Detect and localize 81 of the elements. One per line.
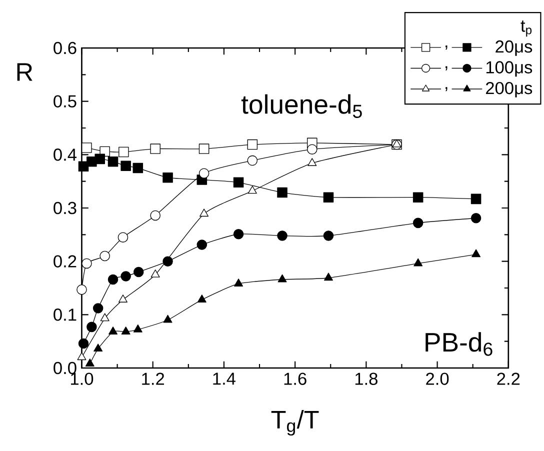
point xyxy=(308,158,317,166)
x-tick-label: 2.2 xyxy=(497,372,520,385)
point xyxy=(118,294,128,302)
y-tick-label: 0.4 xyxy=(54,148,77,161)
point xyxy=(120,160,131,171)
x-tick-label: 1.2 xyxy=(142,372,164,385)
point xyxy=(470,194,482,204)
point xyxy=(196,240,208,250)
legend-label: 200μs xyxy=(486,82,532,98)
point xyxy=(108,274,118,285)
point xyxy=(392,139,402,148)
annotation: toluene-d$_{5}$ xyxy=(241,94,362,118)
point xyxy=(323,192,334,202)
point xyxy=(277,230,288,241)
point xyxy=(278,274,287,282)
point xyxy=(247,155,258,166)
point xyxy=(198,144,210,154)
point xyxy=(100,313,110,322)
point xyxy=(133,266,144,278)
point xyxy=(306,144,318,154)
point xyxy=(82,258,92,269)
point xyxy=(233,228,244,240)
point xyxy=(85,358,94,366)
y-tick-label: 0.1 xyxy=(54,308,76,321)
point xyxy=(78,338,89,349)
legend-label: 20μs xyxy=(496,40,532,56)
point xyxy=(234,278,244,286)
x-tick-label: 1.4 xyxy=(213,372,236,385)
point xyxy=(324,272,333,281)
y-tick-label: 0.3 xyxy=(54,202,76,214)
x-tick-label: 1.6 xyxy=(284,372,306,385)
point xyxy=(108,156,118,167)
point xyxy=(233,177,244,188)
point xyxy=(94,154,106,164)
point xyxy=(247,139,258,150)
x-tick-label: 1.8 xyxy=(355,372,378,385)
y-tick-label: 0.0 xyxy=(54,362,76,374)
point xyxy=(150,270,160,278)
point xyxy=(100,250,110,262)
point xyxy=(162,172,173,183)
point xyxy=(121,326,130,334)
annotation: PB-d$_{6}$ xyxy=(426,332,492,356)
point xyxy=(472,249,481,258)
y-tick-label: 0.5 xyxy=(54,95,76,108)
point xyxy=(198,168,210,178)
point xyxy=(108,326,118,334)
point xyxy=(277,187,288,198)
x-axis-title: T$_{g}$/T xyxy=(271,410,319,436)
point xyxy=(470,212,482,224)
legend-label: 100μs xyxy=(486,61,532,77)
point xyxy=(118,232,128,242)
point xyxy=(412,192,424,202)
point xyxy=(92,303,104,314)
point xyxy=(132,162,144,174)
point xyxy=(150,144,160,154)
y-tick-label: 0.6 xyxy=(54,42,76,54)
point xyxy=(94,344,103,352)
point xyxy=(82,142,92,153)
point xyxy=(76,284,87,295)
y-tick-label: 0.2 xyxy=(54,255,76,268)
point xyxy=(163,314,172,323)
point xyxy=(86,322,97,332)
point xyxy=(412,218,424,228)
point xyxy=(77,352,86,360)
legend-label: , xyxy=(446,66,448,70)
x-tick-label: 2.0 xyxy=(426,372,449,385)
point xyxy=(197,294,206,302)
legend-title: t$_{p}$ xyxy=(520,20,532,37)
point xyxy=(150,210,160,221)
point xyxy=(118,146,129,158)
y-axis-title: R xyxy=(17,63,32,81)
point xyxy=(133,324,142,332)
point xyxy=(120,271,131,282)
point xyxy=(414,258,423,266)
point xyxy=(200,208,209,217)
legend-label: , xyxy=(446,45,448,50)
point xyxy=(162,256,173,266)
point xyxy=(248,186,257,194)
x-tick-label: 1.0 xyxy=(71,372,94,385)
legend-label: , xyxy=(446,87,448,92)
point xyxy=(323,230,334,241)
